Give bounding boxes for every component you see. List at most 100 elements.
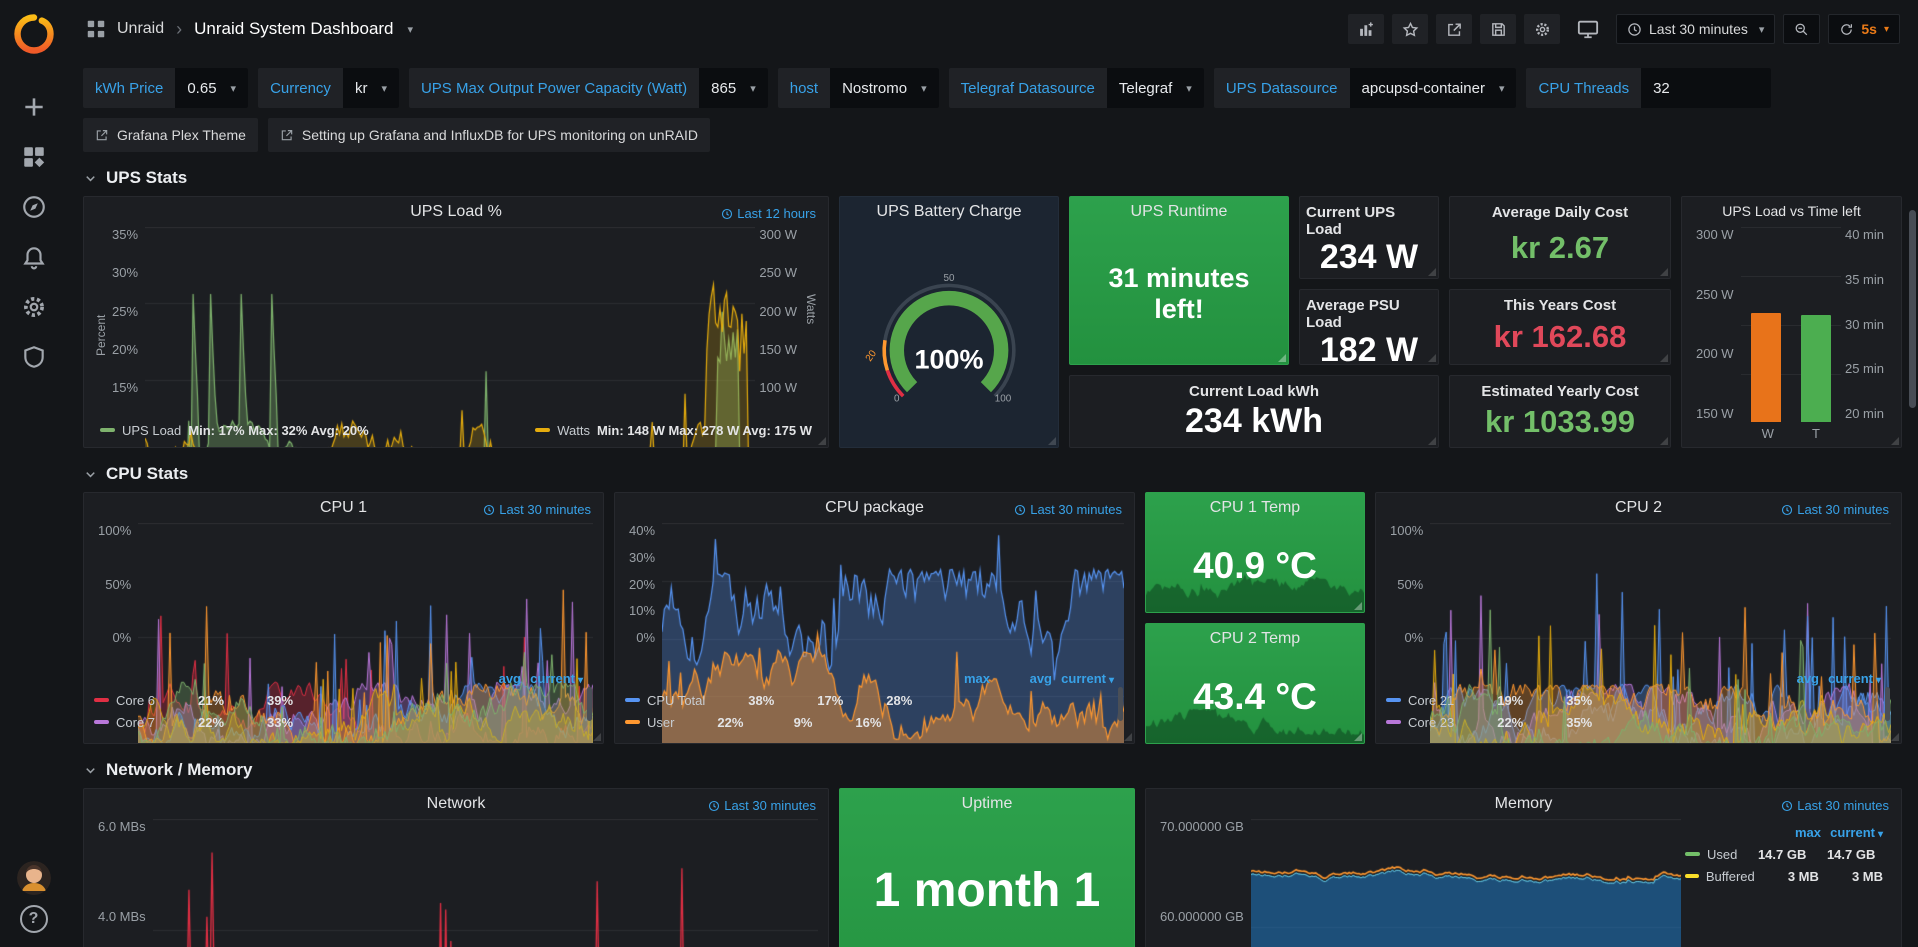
dashboard-settings-button[interactable]: [1524, 14, 1561, 44]
legend-column-header[interactable]: max: [963, 670, 990, 686]
panel-title[interactable]: UPS Load vs Time left: [1722, 203, 1861, 219]
memory-chart[interactable]: [1250, 819, 1681, 947]
section-cpu-stats[interactable]: CPU Stats: [83, 464, 1902, 484]
variable-kwh-price[interactable]: kWh Price 0.65 ▾: [83, 68, 249, 108]
variable-cpu-threads[interactable]: CPU Threads 32: [1526, 68, 1772, 108]
panel-time-override: Last 30 minutes: [1014, 502, 1122, 517]
legend-column-header[interactable]: current: [1052, 671, 1114, 686]
panel-this-years-cost: This Years Cost kr 162.68: [1449, 289, 1671, 365]
tv-kiosk-mode-button[interactable]: [1568, 14, 1608, 44]
legend-scrollbar[interactable]: [1118, 687, 1123, 721]
series-name[interactable]: Core 21: [1408, 692, 1455, 708]
section-title: UPS Stats: [106, 168, 188, 187]
explore-compass-icon[interactable]: [21, 194, 47, 220]
dashboards-icon[interactable]: [21, 144, 47, 170]
share-dashboard-button[interactable]: [1436, 14, 1473, 44]
ups-load-chart[interactable]: [145, 227, 756, 447]
create-plus-icon[interactable]: [21, 94, 47, 120]
legend-column-header[interactable]: avg: [1029, 670, 1052, 686]
series-name[interactable]: Core 7: [116, 714, 156, 730]
panel-title[interactable]: CPU 2: [1614, 499, 1663, 516]
clock-icon: [1782, 504, 1793, 515]
legend-column-header[interactable]: avg: [498, 670, 521, 686]
panel-title[interactable]: CPU 1 Temp: [1209, 499, 1301, 516]
section-network-memory[interactable]: Network / Memory: [83, 760, 1902, 780]
legend-column-header[interactable]: current: [521, 671, 583, 686]
zoom-out-time-button[interactable]: [1783, 14, 1821, 44]
title-caret-icon[interactable]: ▾: [407, 23, 414, 36]
add-panel-button[interactable]: [1348, 14, 1385, 44]
svg-text:100%: 100%: [914, 344, 983, 374]
panel-title[interactable]: Memory: [1494, 795, 1553, 812]
external-link-icon: [96, 130, 108, 141]
panel-title[interactable]: UPS Battery Charge: [876, 203, 1022, 220]
alerting-bell-icon[interactable]: [21, 244, 47, 270]
breadcrumb-app[interactable]: Unraid: [117, 20, 165, 37]
variable-ups-datasource[interactable]: UPS Datasource apcupsd-container ▾: [1213, 68, 1517, 108]
series-name[interactable]: CPU Total: [647, 692, 706, 708]
network-chart[interactable]: [152, 819, 818, 947]
legend-column-header[interactable]: max: [1794, 824, 1821, 840]
legend-value: 35%: [1566, 714, 1593, 730]
legend-scrollbar[interactable]: [587, 687, 592, 721]
panel-title[interactable]: Uptime: [961, 795, 1013, 812]
series-name[interactable]: Watts: [557, 422, 590, 438]
legend-value: 22%: [717, 714, 744, 730]
series-name[interactable]: Core 23: [1408, 714, 1455, 730]
bar-chart-area[interactable]: [1740, 227, 1841, 423]
configuration-gear-icon[interactable]: [21, 294, 47, 320]
variable-value: Telegraf: [1118, 79, 1173, 97]
cpu1-chart[interactable]: [138, 523, 593, 743]
refresh-button[interactable]: 5s ▾: [1828, 14, 1900, 44]
panel-title[interactable]: Current UPS Load: [1306, 204, 1396, 238]
user-avatar[interactable]: [16, 861, 51, 895]
chevron-down-icon: [86, 767, 95, 773]
cpu-threads-input[interactable]: 32: [1641, 68, 1772, 108]
legend-row: Used 14.7 GB 14.7 GB: [1685, 843, 1883, 865]
server-admin-shield-icon[interactable]: [21, 344, 47, 370]
save-dashboard-button[interactable]: [1480, 14, 1517, 44]
panel-title[interactable]: CPU 1: [319, 499, 368, 516]
series-name[interactable]: Core 6: [116, 692, 156, 708]
star-dashboard-button[interactable]: [1392, 14, 1429, 44]
variable-host[interactable]: host Nostromo ▾: [777, 68, 939, 108]
panel-title[interactable]: Estimated Yearly Cost: [1481, 383, 1639, 400]
panel-title[interactable]: UPS Load %: [410, 203, 502, 220]
dashboard-title[interactable]: Unraid System Dashboard: [194, 19, 394, 38]
variable-label: UPS Datasource: [1225, 79, 1338, 97]
panel-title[interactable]: UPS Runtime: [1130, 203, 1228, 220]
legend-row: Buffered 3 MB 3 MB: [1685, 865, 1883, 887]
series-name[interactable]: User: [647, 714, 675, 730]
panel-title[interactable]: Average Daily Cost: [1491, 204, 1629, 221]
series-name[interactable]: Used: [1707, 846, 1738, 862]
legend-column-header[interactable]: current: [1821, 825, 1883, 840]
apps-grid-icon[interactable]: [85, 18, 107, 40]
cpu2-chart[interactable]: [1430, 523, 1891, 743]
variable-ups-max-watt[interactable]: UPS Max Output Power Capacity (Watt) 865…: [408, 68, 768, 108]
page-scrollbar[interactable]: [1909, 210, 1916, 408]
legend-scrollbar[interactable]: [1885, 687, 1890, 721]
legend-column-header[interactable]: avg: [1796, 670, 1819, 686]
legend-column-header[interactable]: current: [1819, 671, 1881, 686]
axis-tick: 300 W: [1696, 227, 1734, 242]
series-name[interactable]: Buffered: [1705, 868, 1755, 884]
grafana-logo[interactable]: [12, 12, 56, 56]
time-range-picker[interactable]: Last 30 minutes ▾: [1616, 14, 1776, 44]
variable-currency[interactable]: Currency kr ▾: [258, 68, 399, 108]
panel-title[interactable]: CPU 2 Temp: [1209, 630, 1301, 647]
panel-title[interactable]: This Years Cost: [1503, 297, 1617, 314]
navbar-actions: Last 30 minutes ▾ 5s ▾: [1348, 14, 1900, 44]
panel-title[interactable]: CPU package: [825, 499, 924, 516]
help-icon[interactable]: ?: [19, 905, 48, 933]
panel-title[interactable]: Average PSU Load: [1306, 297, 1400, 331]
link-grafana-plex-theme[interactable]: Grafana Plex Theme: [83, 118, 258, 152]
bar-ups-watts: [1750, 312, 1781, 422]
cpu-package-chart[interactable]: [662, 523, 1124, 743]
series-name[interactable]: UPS Load: [122, 422, 182, 438]
section-ups-stats[interactable]: UPS Stats: [83, 168, 1902, 188]
panel-title[interactable]: Current Load kWh: [1189, 383, 1319, 400]
link-ups-monitoring-guide[interactable]: Setting up Grafana and InfluxDB for UPS …: [267, 118, 711, 152]
panel-title[interactable]: Network: [426, 795, 486, 812]
variable-telegraf-datasource[interactable]: Telegraf Datasource Telegraf ▾: [948, 68, 1204, 108]
